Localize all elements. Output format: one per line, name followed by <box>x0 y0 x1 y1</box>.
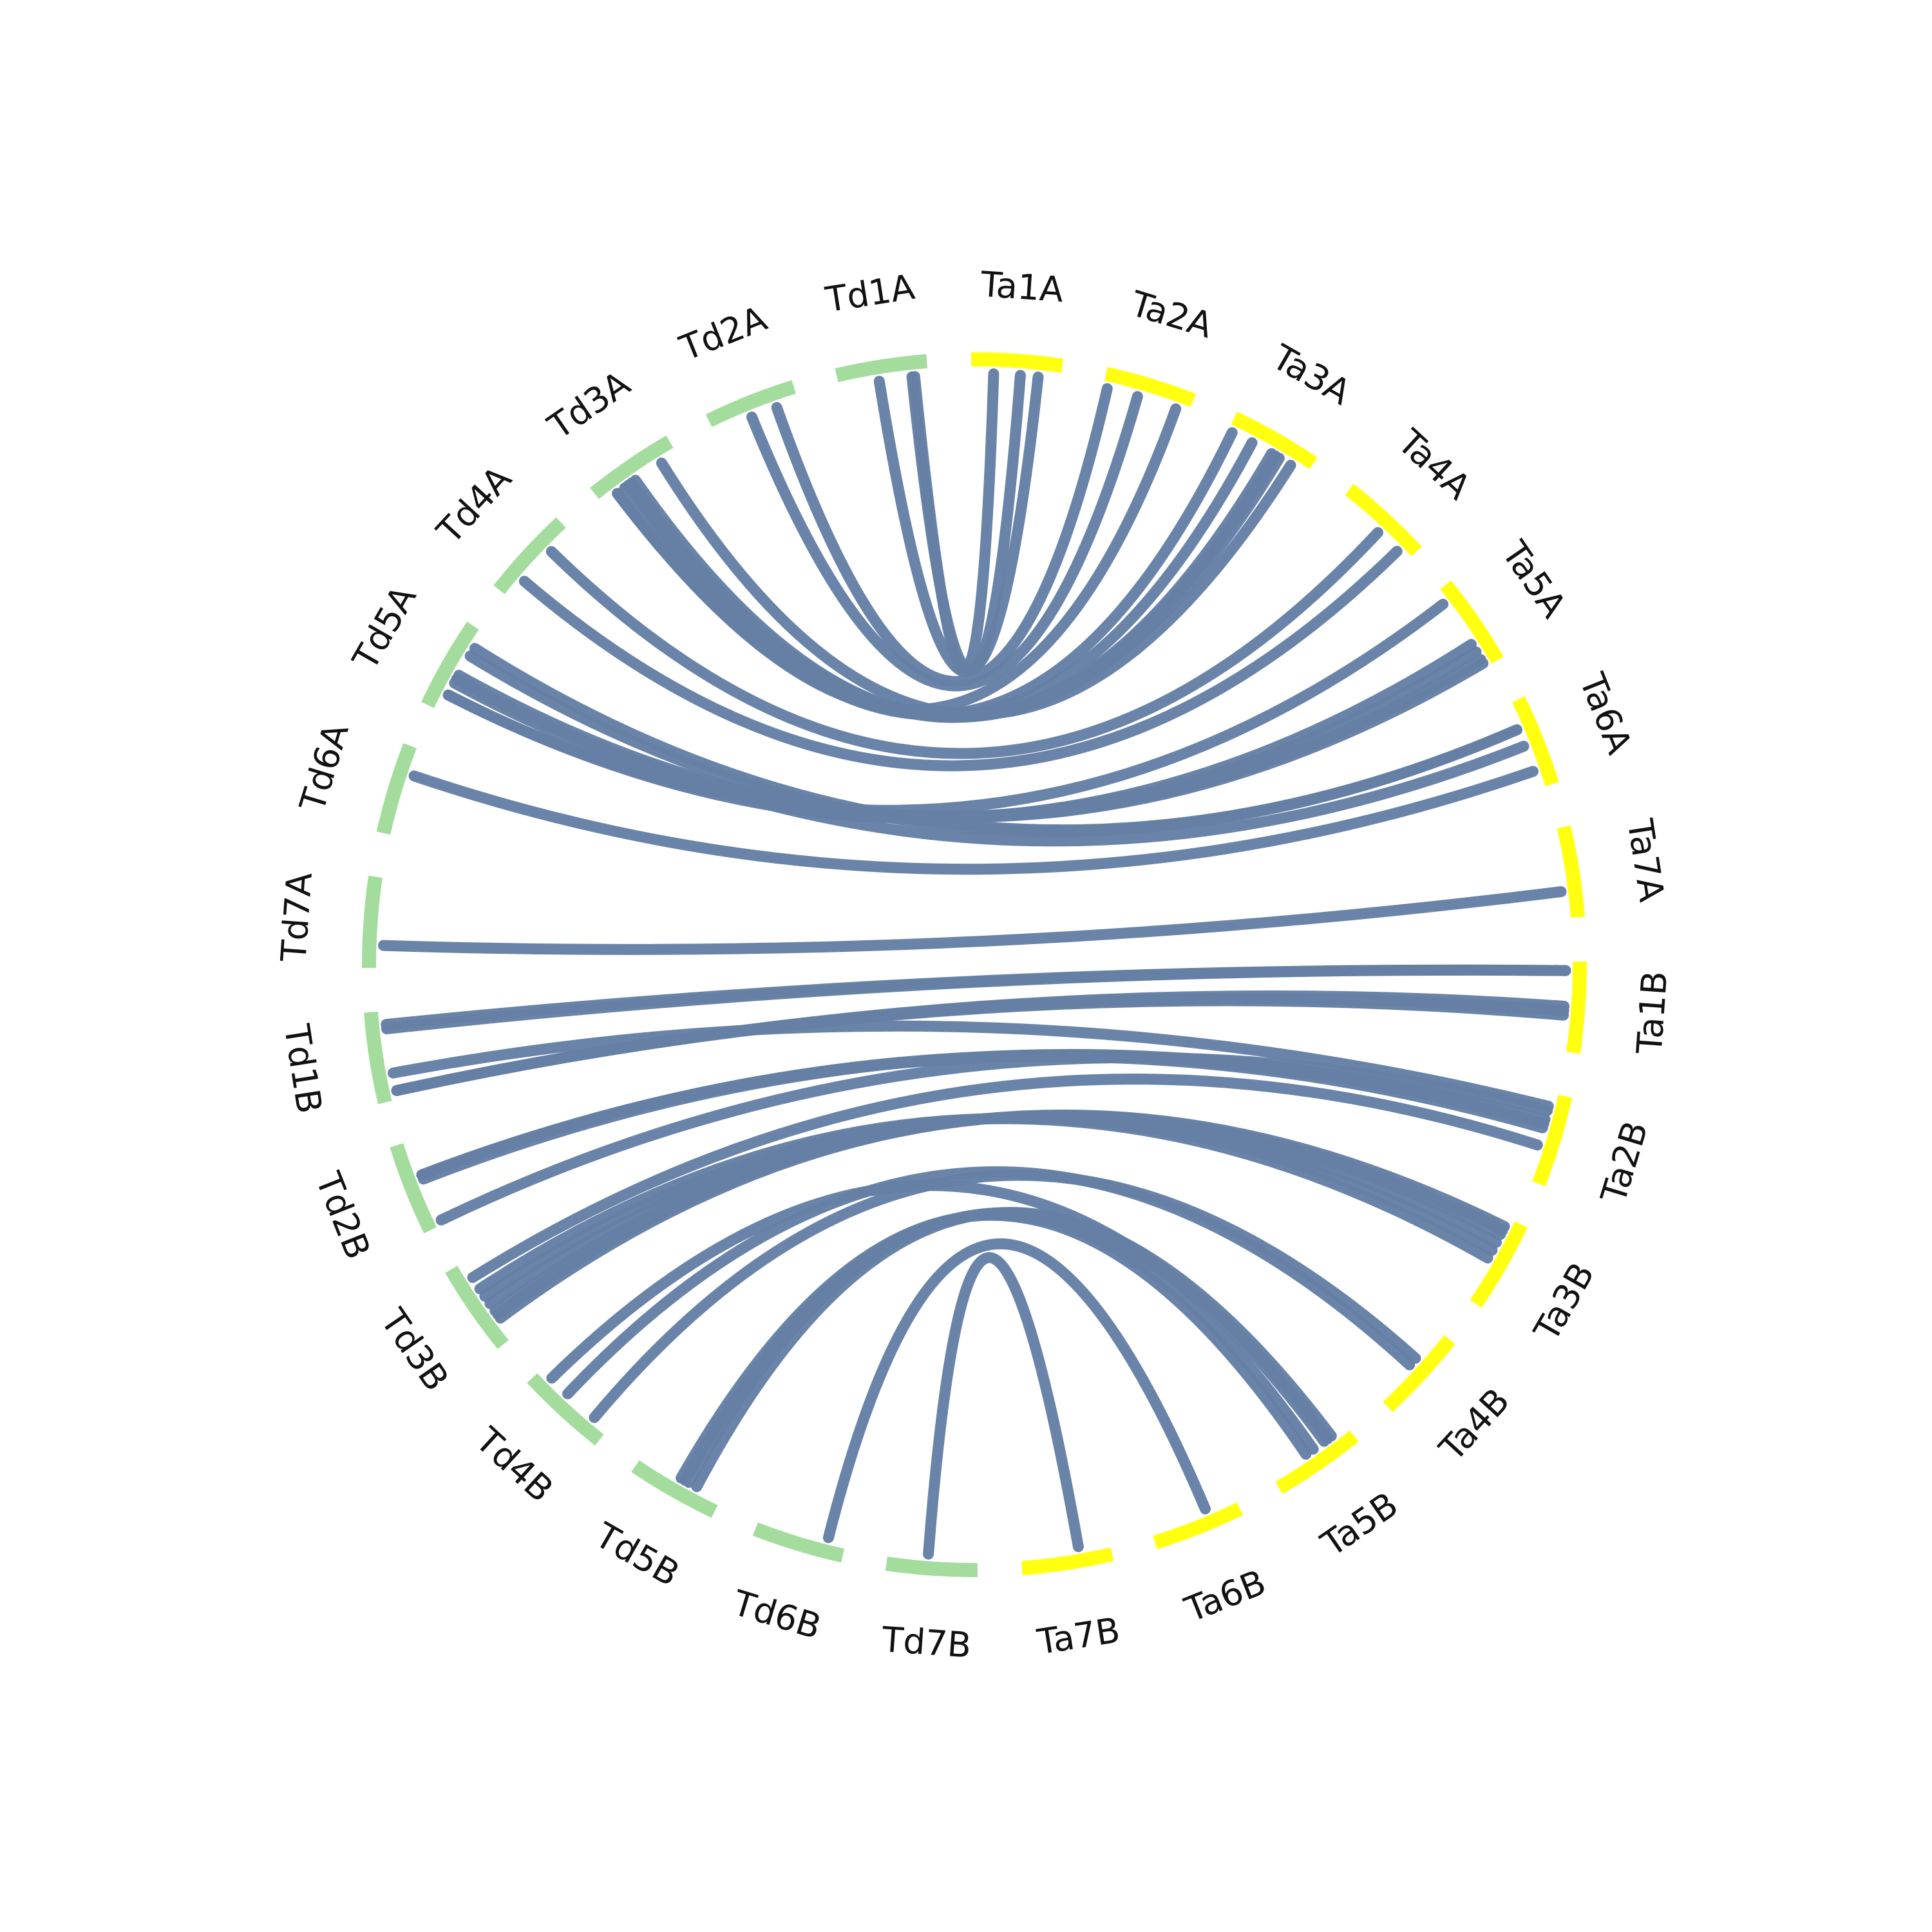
synteny-link-ta5b-td5b <box>676 1209 1312 1484</box>
chromosome-arc-td4a <box>493 517 566 594</box>
synteny-link-ta6a-td5a <box>451 674 1530 847</box>
chromosome-arc-td1a <box>835 354 928 383</box>
chromosome-label-ta4b: Ta4B <box>1431 1380 1517 1469</box>
chromosome-label-td7b: Td7B <box>880 1619 973 1666</box>
synteny-link-ta2b-td1b <box>388 1020 1554 1112</box>
chromosome-arc-td4b <box>527 1373 604 1446</box>
chromosome-label-ta3b: Ta3B <box>1526 1256 1602 1349</box>
chromosome-arc-ta5a <box>1440 580 1504 664</box>
chromosome-label-td1a: Td1A <box>822 267 918 321</box>
chromosome-label-ta7b: Ta7B <box>1034 1610 1123 1663</box>
chromosome-label-td6a: Td6A <box>292 719 357 817</box>
chromosome-arc-td3b <box>445 1265 509 1349</box>
chromosome-arc-ta4a <box>1345 484 1422 556</box>
chromosome-arc-ta2a <box>1104 366 1197 407</box>
chromosome-arc-td6b <box>752 1522 844 1563</box>
chromosome-arc-ta5b <box>1275 1430 1359 1494</box>
chromosome-arc-ta3a <box>1231 412 1318 469</box>
chromosome-arc-td7b <box>885 1557 978 1578</box>
synteny-link-ta4b-td4b <box>562 1166 1416 1399</box>
chromosome-arc-ta1a <box>971 352 1064 373</box>
synteny-link-ta2a-td2a <box>746 391 1143 692</box>
chromosome-label-td2b: Td2B <box>307 1166 378 1265</box>
chromosome-label-td5b: Td5B <box>588 1515 687 1595</box>
chromosome-label-td4b: Td4B <box>468 1419 561 1510</box>
chromosome-label-td7a: Td7A <box>273 871 320 964</box>
chromosome-label-td4a: Td4A <box>429 459 520 552</box>
chromosome-label-ta5b: Ta5B <box>1314 1484 1405 1565</box>
chromosome-label-ta3a: Ta3A <box>1265 336 1358 413</box>
chromosome-label-td3b: Td3B <box>372 1301 457 1398</box>
synteny-link-ta2b-td2b <box>416 1051 1548 1180</box>
chromosome-label-td2a: Td2A <box>674 298 772 369</box>
chromosome-arc-ta4b <box>1383 1335 1455 1412</box>
chromosome-arc-td5b <box>631 1460 718 1518</box>
chromosome-label-ta4a: Ta4A <box>1390 421 1479 507</box>
synteny-link-ta6b-td6b <box>822 1238 1211 1544</box>
synteny-link-ta6a-td5a <box>469 643 1522 836</box>
chromosome-label-td3a: Td3A <box>540 363 638 448</box>
synteny-link-ta4a-td4a <box>545 527 1383 759</box>
chromosome-arc-ta1b <box>1566 961 1587 1054</box>
synteny-link-ta7a-td7a <box>378 886 1567 955</box>
chromosome-label-ta7a: Ta7A <box>1619 816 1672 905</box>
synteny-links <box>378 368 1571 1560</box>
chromosome-arc-td5a <box>421 621 479 708</box>
synteny-link-ta2b-td3b <box>467 1074 1543 1283</box>
synteny-link-ta2b-td2b <box>435 1052 1553 1226</box>
synteny-link-ta3a-td3a <box>656 457 1296 720</box>
synteny-link-ta1b-td1b <box>391 995 1569 1096</box>
synteny-link-ta5b-td4b <box>546 1180 1334 1444</box>
chromosome-arc-ta6b <box>1153 1502 1244 1549</box>
chromosome-arc-ta7b <box>1021 1547 1114 1576</box>
chromosome-label-td6b: Td6B <box>728 1582 826 1647</box>
chromosome-label-ta2b: Ta2B <box>1593 1117 1656 1208</box>
chromosome-label-ta5a: Ta5A <box>1493 533 1574 625</box>
chromosome-label-ta6b: Ta6B <box>1179 1562 1272 1630</box>
chromosome-arc-ta6a <box>1511 696 1559 786</box>
chromosome-arc-td6a <box>376 743 417 835</box>
synteny-link-ta3b-td3b <box>474 1113 1493 1294</box>
chromosome-label-td5a: Td5A <box>345 579 424 677</box>
chromosome-label-ta1a: Ta1A <box>979 264 1065 310</box>
chromosome-arc-td2b <box>390 1143 437 1234</box>
chromosome-label-ta2a: Ta2A <box>1126 283 1217 346</box>
chromosome-arc-ta3b <box>1470 1221 1528 1308</box>
chromosome-arc-td7a <box>361 875 383 968</box>
synteny-link-ta1b-td1b <box>381 964 1571 1030</box>
synteny-link-ta4a-td4a <box>518 545 1403 772</box>
chromosome-label-ta1b: Ta1B <box>1629 970 1675 1056</box>
synteny-link-ta1a-td1a <box>906 370 1026 676</box>
chromosome-label-td1b: Td1B <box>276 1021 330 1117</box>
chromosome-ring <box>361 352 1587 1578</box>
synteny-link-ta6a-td6a <box>408 766 1539 875</box>
chromosome-arc-td2a <box>705 380 796 428</box>
chromosome-arc-td1b <box>363 1011 392 1104</box>
chromosome-arc-td3a <box>590 435 674 499</box>
synteny-link-ta7b-td7b <box>923 1252 1084 1560</box>
chromosome-label-ta6a: Ta6A <box>1571 667 1640 760</box>
chromosome-arc-ta2b <box>1532 1095 1573 1187</box>
chromosome-arc-ta7a <box>1557 825 1586 918</box>
